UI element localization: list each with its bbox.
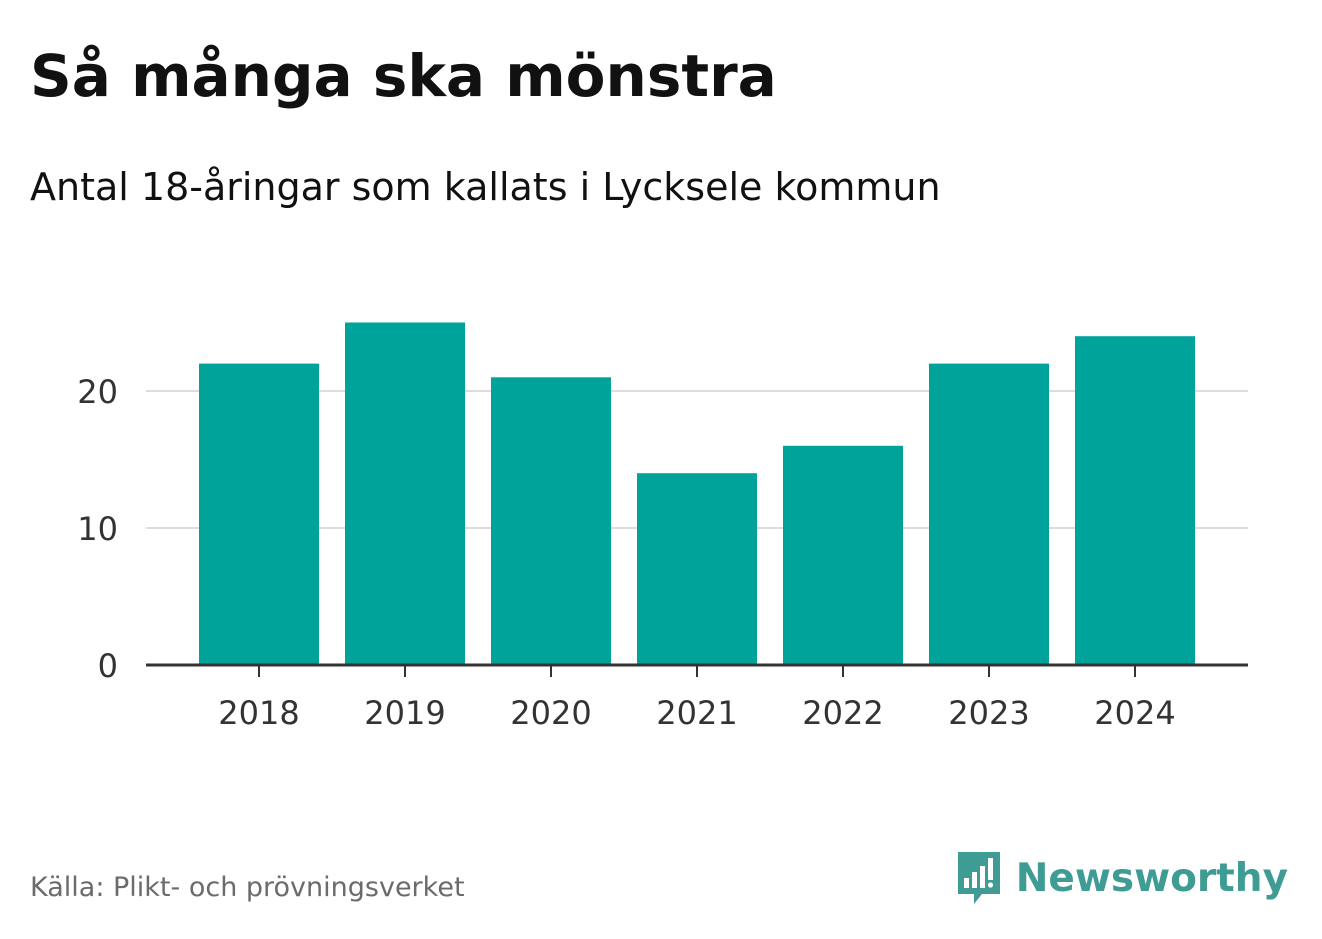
x-tick-label: 2023: [948, 694, 1029, 732]
y-tick-label: 0: [98, 647, 118, 685]
x-axis: [146, 663, 1248, 677]
bar-2023: [929, 363, 1049, 665]
bar-2019: [345, 322, 465, 665]
y-tick-label: 20: [77, 373, 118, 411]
tick-labels: 0 10 20 2018 2019 2020 2021 2022 2023 2024: [77, 373, 1175, 732]
bar-2021: [637, 473, 757, 665]
bar-2018: [199, 363, 319, 665]
brand-name: Newsworthy: [1015, 855, 1288, 901]
x-tick-label: 2019: [364, 694, 445, 732]
x-tick-label: 2022: [802, 694, 883, 732]
bar-2022: [783, 445, 903, 665]
bar-chart-speech-bubble-icon: [957, 852, 1000, 904]
brand-logo: Newsworthy: [954, 848, 1288, 908]
bars: [199, 322, 1195, 665]
x-tick-label: 2020: [510, 694, 591, 732]
y-tick-label: 10: [77, 510, 118, 548]
x-tick-label: 2018: [218, 694, 299, 732]
x-tick-label: 2021: [656, 694, 737, 732]
chart-subtitle: Antal 18-åringar som kallats i Lycksele …: [30, 165, 941, 209]
chart-title: Så många ska mönstra: [30, 42, 777, 110]
bar-2024: [1075, 336, 1195, 665]
x-tick-label: 2024: [1094, 694, 1175, 732]
bar-2020: [491, 377, 611, 665]
source-note: Källa: Plikt- och prövningsverket: [30, 872, 465, 903]
